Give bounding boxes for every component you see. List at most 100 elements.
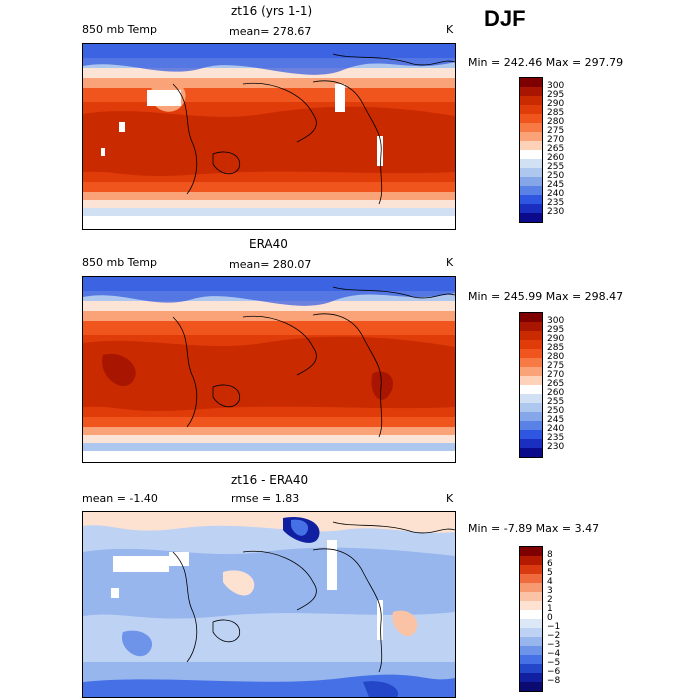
panel-1-title: zt16 (yrs 1-1) <box>231 4 313 18</box>
panel-2-colorbar-cell <box>520 322 542 331</box>
panel-3-colorbar-cell <box>520 619 542 628</box>
panel-2-colorbar-label: 260 <box>547 388 565 398</box>
panel-3-colorbar-label: −3 <box>547 640 561 650</box>
panel-3-colorbar-label: −2 <box>547 631 561 641</box>
panel-3-colorbar-label: 8 <box>547 550 553 560</box>
panel-1-minmax: Min = 242.46 Max = 297.79 <box>468 56 624 69</box>
panel-3-colorbar-label: 6 <box>547 559 553 569</box>
panel-1-colorbar-cell <box>520 204 542 213</box>
panel-1-colorbar-cell <box>520 150 542 159</box>
panel-1-colorbar-label: 290 <box>547 99 565 109</box>
panel-1-colorbar-cell <box>520 213 542 222</box>
panel-3-rmse-label: rmse = 1.83 <box>231 492 300 505</box>
panel-3-colorbar-cell <box>520 664 542 673</box>
panel-3-colorbar-cell <box>520 556 542 565</box>
panel-3-colorbar-label: 3 <box>547 586 553 596</box>
panel-2-map <box>82 276 456 463</box>
panel-2-colorbar-cell <box>520 376 542 385</box>
panel-3-colorbar-cell <box>520 646 542 655</box>
panel-1-colorbar-cell <box>520 114 542 123</box>
panel-3-colorbar-cell <box>520 547 542 556</box>
panel-3-colorbar-label: −1 <box>547 622 561 632</box>
panel-2-colorbar-cell <box>520 367 542 376</box>
panel-2-colorbar-label: 255 <box>547 397 565 407</box>
panel-2-colorbar-cell <box>520 430 542 439</box>
panel-3-colorbar-label: 2 <box>547 595 553 605</box>
panel-1-colorbar-label: 275 <box>547 126 565 136</box>
panel-1-colorbar-cell <box>520 105 542 114</box>
panel-3-colorbar-cell <box>520 655 542 664</box>
panel-3-colorbar-label: −5 <box>547 658 561 668</box>
panel-1-colorbar-label: 230 <box>547 207 565 217</box>
panel-3-mean-label: mean = -1.40 <box>82 492 158 505</box>
panel-3-difference-field <box>83 512 455 697</box>
panel-2-colorbar-label: 300 <box>547 316 565 326</box>
panel-3-units: K <box>446 492 454 505</box>
panel-1-units: K <box>446 23 454 36</box>
panel-1-colorbar-label: 260 <box>547 153 565 163</box>
panel-1-colorbar-cell <box>520 159 542 168</box>
panel-1-colorbar-cell <box>520 186 542 195</box>
panel-2-colorbar-label: 290 <box>547 334 565 344</box>
panel-1-colorbar-cell <box>520 96 542 105</box>
panel-3-colorbar-label: 4 <box>547 577 553 587</box>
panel-3-colorbar-cell <box>520 601 542 610</box>
panel-3-colorbar-cell <box>520 682 542 691</box>
panel-2-colorbar-label: 275 <box>547 361 565 371</box>
panel-1-mean-label: mean= 278.67 <box>229 25 312 38</box>
panel-3-title: zt16 - ERA40 <box>231 473 309 487</box>
panel-1-colorbar-cell <box>520 177 542 186</box>
panel-2-units: K <box>446 256 454 269</box>
panel-1-colorbar-cell <box>520 132 542 141</box>
panel-1-map <box>82 43 456 230</box>
panel-2-colorbar-cell <box>520 340 542 349</box>
panel-2-colorbar-label: 240 <box>547 424 565 434</box>
panel-2-title: ERA40 <box>249 237 288 251</box>
panel-2-colorbar-cell <box>520 358 542 367</box>
panel-2-colorbar-label: 280 <box>547 352 565 362</box>
panel-2-colorbar-cell <box>520 439 542 448</box>
panel-1-colorbar-label: 280 <box>547 117 565 127</box>
panel-3-colorbar-cell <box>520 637 542 646</box>
panel-2-colorbar-label: 295 <box>547 325 565 335</box>
panel-3-colorbar-label: 1 <box>547 604 553 614</box>
panel-2-colorbar-label: 245 <box>547 415 565 425</box>
panel-2-minmax: Min = 245.99 Max = 298.47 <box>468 290 624 303</box>
panel-3-colorbar-cell <box>520 673 542 682</box>
panel-3-colorbar-cell <box>520 574 542 583</box>
panel-3-map <box>82 511 456 698</box>
panel-3-colorbar-cell <box>520 583 542 592</box>
panel-1-variable-label: 850 mb Temp <box>82 23 158 36</box>
panel-2-colorbar-cell <box>520 394 542 403</box>
panel-1-colorbar-cell <box>520 141 542 150</box>
panel-2-colorbar-label: 270 <box>547 370 565 380</box>
season-label: DJF <box>484 6 526 31</box>
panel-1-colorbar-label: 250 <box>547 171 565 181</box>
panel-3-colorbar-cell <box>520 565 542 574</box>
panel-2-colorbar-cell <box>520 448 542 457</box>
panel-2-colorbar-label: 250 <box>547 406 565 416</box>
panel-2-colorbar-cell <box>520 385 542 394</box>
panel-1-colorbar-label: 300 <box>547 81 565 91</box>
panel-1-colorbar-label: 235 <box>547 198 565 208</box>
panel-3-colorbar-label: −4 <box>547 649 561 659</box>
panel-2-colorbar-cell <box>520 412 542 421</box>
panel-3-colorbar-label: −8 <box>547 676 561 686</box>
panel-1-colorbar <box>519 77 543 223</box>
panel-2-colorbar-label: 285 <box>547 343 565 353</box>
panel-1-colorbar-label: 255 <box>547 162 565 172</box>
panel-2-colorbar-cell <box>520 313 542 322</box>
panel-1-colorbar-label: 295 <box>547 90 565 100</box>
panel-1-colorbar-label: 245 <box>547 180 565 190</box>
panel-1-colorbar-cell <box>520 78 542 87</box>
panel-1-colorbar-cell <box>520 168 542 177</box>
panel-2-colorbar-label: 265 <box>547 379 565 389</box>
panel-2-colorbar-label: 230 <box>547 442 565 452</box>
panel-2-colorbar-cell <box>520 331 542 340</box>
panel-3-colorbar-label: 5 <box>547 568 553 578</box>
panel-1-colorbar-cell <box>520 195 542 204</box>
panel-1-temperature-field <box>83 44 455 229</box>
panel-1-colorbar-cell <box>520 123 542 132</box>
panel-3-colorbar-cell <box>520 592 542 601</box>
panel-2-variable-label: 850 mb Temp <box>82 256 158 269</box>
